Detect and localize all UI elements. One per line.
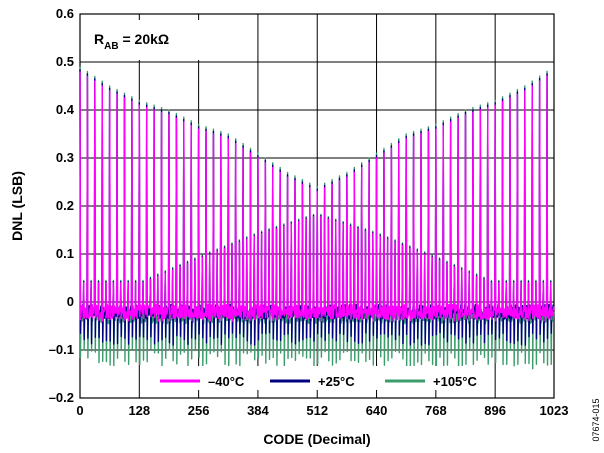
y-tick-label: 0.3 (56, 150, 74, 165)
x-tick-label: 256 (188, 403, 210, 418)
legend-background (150, 366, 490, 390)
x-tick-label: 640 (366, 403, 388, 418)
y-tick-label: –0.1 (49, 342, 74, 357)
x-tick-label: 1023 (540, 403, 569, 418)
series-layer (79, 66, 555, 370)
x-tick-labels: 0 128 256 384 512 640 768 896 1023 (76, 403, 568, 418)
y-tick-label: 0.1 (56, 246, 74, 261)
series-line (79, 71, 555, 322)
x-tick-label: 768 (425, 403, 447, 418)
y-tick-label: 0.4 (56, 102, 75, 117)
x-tick-label: 896 (484, 403, 506, 418)
legend: –40°C +25°C +105°C (150, 366, 490, 390)
y-tick-label: 0 (67, 294, 74, 309)
y-tick-label: 0.2 (56, 198, 74, 213)
y-tick-label: 0.6 (56, 6, 74, 21)
x-tick-label: 128 (128, 403, 150, 418)
x-tick-label: 512 (306, 403, 328, 418)
annotation-background (86, 20, 210, 60)
legend-label: +25°C (318, 374, 355, 389)
y-tick-label: –0.2 (49, 390, 74, 405)
x-tick-label: 0 (76, 403, 83, 418)
figure-id: 07674-015 (591, 398, 601, 441)
annotation-tail: = 20kΩ (119, 31, 170, 47)
annotation-box: RAB = 20kΩ (86, 20, 210, 60)
legend-label: +105°C (433, 374, 477, 389)
y-axis-label: DNL (LSB) (9, 171, 25, 241)
annotation-main: R (94, 31, 104, 47)
legend-label: –40°C (208, 374, 245, 389)
annotation-rab: RAB = 20kΩ (94, 31, 169, 52)
y-tick-labels: –0.2 –0.1 0 0.1 0.2 0.3 0.4 0.5 0.6 (49, 6, 75, 405)
annotation-sub: AB (104, 41, 118, 52)
x-tick-label: 384 (247, 403, 269, 418)
y-tick-label: 0.5 (56, 54, 74, 69)
x-axis-label: CODE (Decimal) (263, 431, 370, 447)
